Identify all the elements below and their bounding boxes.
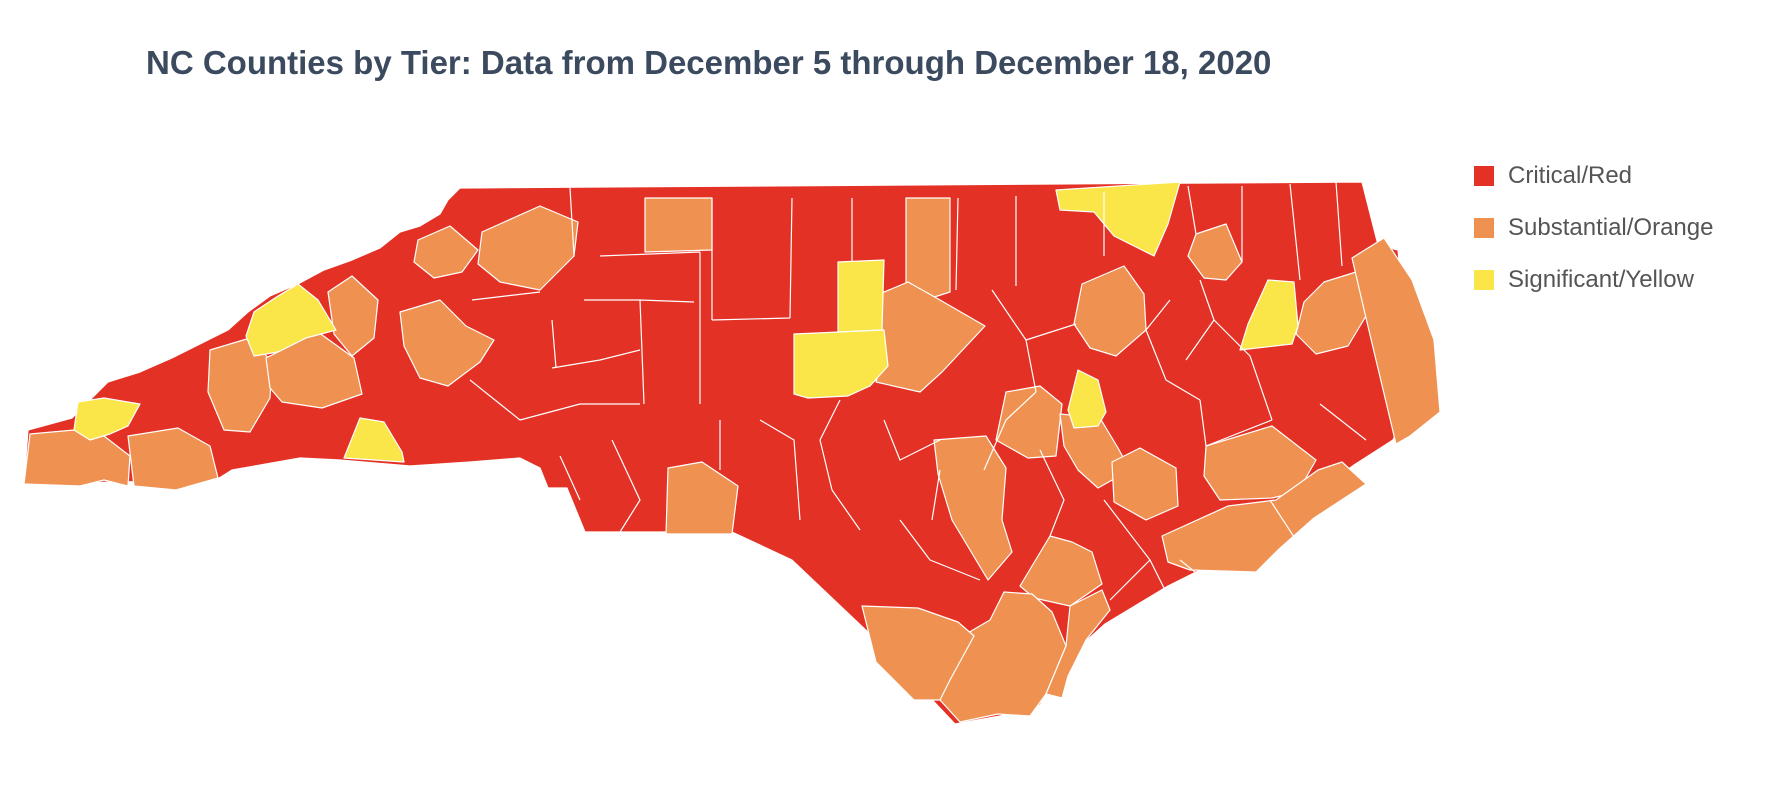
county-orange-19	[1187, 223, 1243, 281]
county-orange-8	[399, 299, 495, 387]
county-orange-1	[644, 197, 713, 253]
legend: Critical/Red Substantial/Orange Signific…	[1474, 150, 1713, 306]
county-boundary-lines	[469, 181, 1367, 641]
county-yellow-5	[1067, 369, 1107, 429]
county-yellow-7	[73, 397, 141, 441]
county-yellow-8	[343, 417, 405, 463]
county-orange-21	[1351, 237, 1441, 445]
county-orange-16	[665, 461, 739, 535]
legend-label-substantial: Substantial/Orange	[1508, 214, 1714, 241]
county-yellow-4	[793, 329, 889, 399]
county-orange-3	[413, 225, 479, 279]
legend-item-significant[interactable]: Significant/Yellow	[1474, 254, 1713, 306]
county-orange-13	[995, 385, 1063, 459]
legend-label-critical: Critical/Red	[1508, 162, 1633, 189]
county-orange-10	[127, 427, 219, 491]
county-orange-5	[327, 275, 379, 357]
county-yellow-2	[1239, 279, 1299, 351]
legend-label-significant: Significant/Yellow	[1508, 266, 1694, 293]
county-yellow-1	[1055, 181, 1181, 257]
county-orange-15	[933, 435, 1013, 581]
legend-swatch-critical	[1474, 166, 1494, 186]
county-yellow-3	[837, 259, 885, 333]
county-orange-26	[1045, 589, 1111, 699]
county-orange-17	[1111, 447, 1179, 521]
county-orange-2	[905, 197, 951, 301]
county-orange-4	[477, 205, 579, 291]
map-title: NC Counties by Tier: Data from December …	[146, 44, 1272, 81]
county-orange-7	[265, 331, 363, 409]
county-orange-12	[1073, 265, 1147, 357]
county-orange-22	[1161, 461, 1367, 573]
county-orange-25	[861, 605, 975, 701]
county-yellow-6	[245, 283, 337, 357]
legend-item-substantial[interactable]: Substantial/Orange	[1474, 202, 1713, 254]
legend-swatch-substantial	[1474, 218, 1494, 238]
legend-item-critical[interactable]: Critical/Red	[1474, 150, 1713, 202]
legend-swatch-significant	[1474, 270, 1494, 290]
